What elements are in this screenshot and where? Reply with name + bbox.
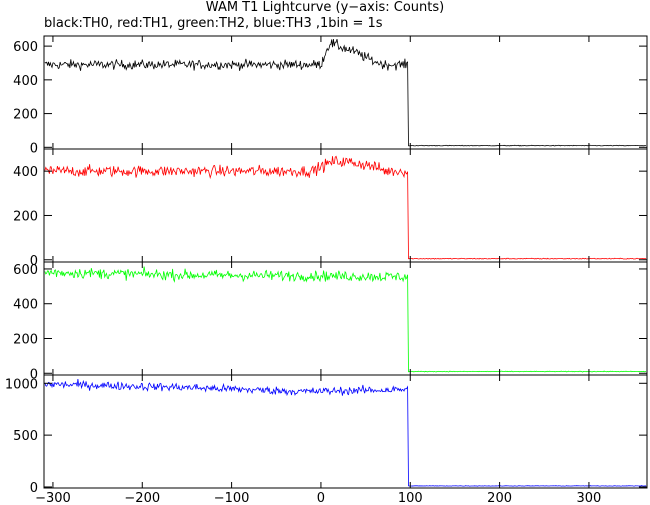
chart-title: WAM T1 Lightcurve (y−axis: Counts) [205, 0, 445, 15]
y-tick-label: 1000 [5, 377, 38, 392]
series-line-th3 [44, 379, 647, 487]
y-tick-label: 0 [30, 141, 38, 156]
series-line-th1 [44, 155, 647, 260]
y-tick-label: 200 [13, 332, 38, 347]
y-tick-label: 0 [30, 367, 38, 382]
y-tick-label: 0 [30, 254, 38, 269]
x-tick-label: −300 [35, 491, 71, 505]
panel-frame [43, 261, 648, 376]
chart-subtitle: black:TH0, red:TH1, green:TH2, blue:TH3 … [44, 16, 383, 31]
panel-th2: 0 200 400 600 [13, 261, 648, 382]
y-tick-label: 200 [13, 209, 38, 224]
y-tick-label: 500 [13, 429, 38, 444]
panel-th0: 0 200 400 600 [13, 35, 648, 156]
y-tick-label: 0 [30, 481, 38, 496]
y-tick-label: 400 [13, 74, 38, 89]
y-tick-label: 600 [13, 40, 38, 55]
series-line-th0 [44, 38, 647, 147]
x-tick-label: 100 [398, 491, 423, 505]
y-tick-label: 200 [13, 108, 38, 123]
series-line-th2 [44, 266, 647, 373]
x-tick-label: 200 [487, 491, 512, 505]
x-tick-label: −100 [214, 491, 250, 505]
x-tick-label: 0 [317, 491, 325, 505]
panel-frame [43, 374, 648, 489]
y-tick-label: 400 [13, 298, 38, 313]
y-tick-label: 600 [13, 263, 38, 278]
x-tick-label: 300 [577, 491, 602, 505]
panel-th3: 0 500 1000 [5, 374, 648, 496]
panel-th1: 0 200 400 [13, 148, 648, 269]
y-tick-label: 400 [13, 165, 38, 180]
x-tick-label: −200 [124, 491, 160, 505]
panel-frame [43, 35, 648, 150]
panel-frame [43, 148, 648, 263]
